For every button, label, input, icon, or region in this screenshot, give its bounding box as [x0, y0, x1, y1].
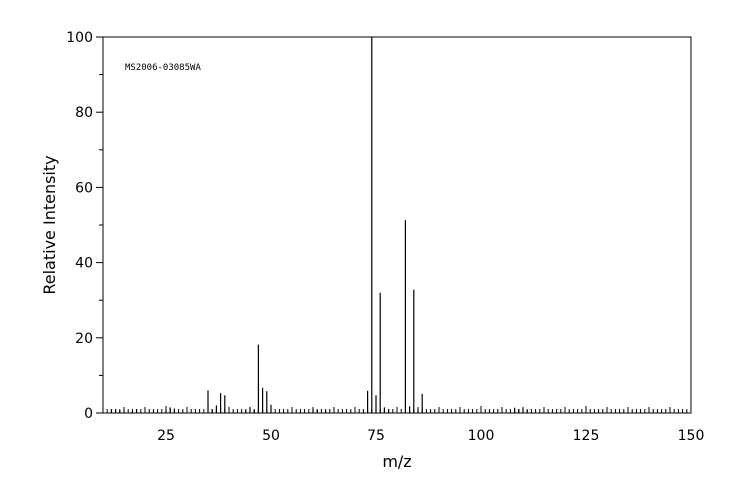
x-tick-label: 100 [468, 428, 495, 444]
spectrum-id-annotation: MS2006-03085WA [125, 63, 201, 73]
tick-labels: 25 50 75 100 125 150 0 20 40 60 80 100 [66, 30, 704, 444]
x-tick-label: 75 [367, 428, 385, 444]
y-tick-label: 60 [75, 180, 93, 196]
y-tick-label: 40 [75, 256, 93, 272]
x-axis-title: m/z [382, 452, 411, 471]
x-tick-label: 150 [678, 428, 705, 444]
axis-ticks [96, 36, 692, 414]
x-tick-label: 25 [157, 428, 175, 444]
y-tick-label: 0 [84, 406, 93, 422]
x-tick-label: 50 [262, 428, 280, 444]
y-tick-label: 80 [75, 105, 93, 121]
y-tick-label: 100 [66, 30, 93, 46]
x-tick-label: 125 [573, 428, 600, 444]
peak-series [110, 37, 528, 413]
y-axis-title: Relative Intensity [40, 155, 59, 294]
plot-frame [102, 36, 692, 414]
y-tick-label: 20 [75, 331, 93, 347]
